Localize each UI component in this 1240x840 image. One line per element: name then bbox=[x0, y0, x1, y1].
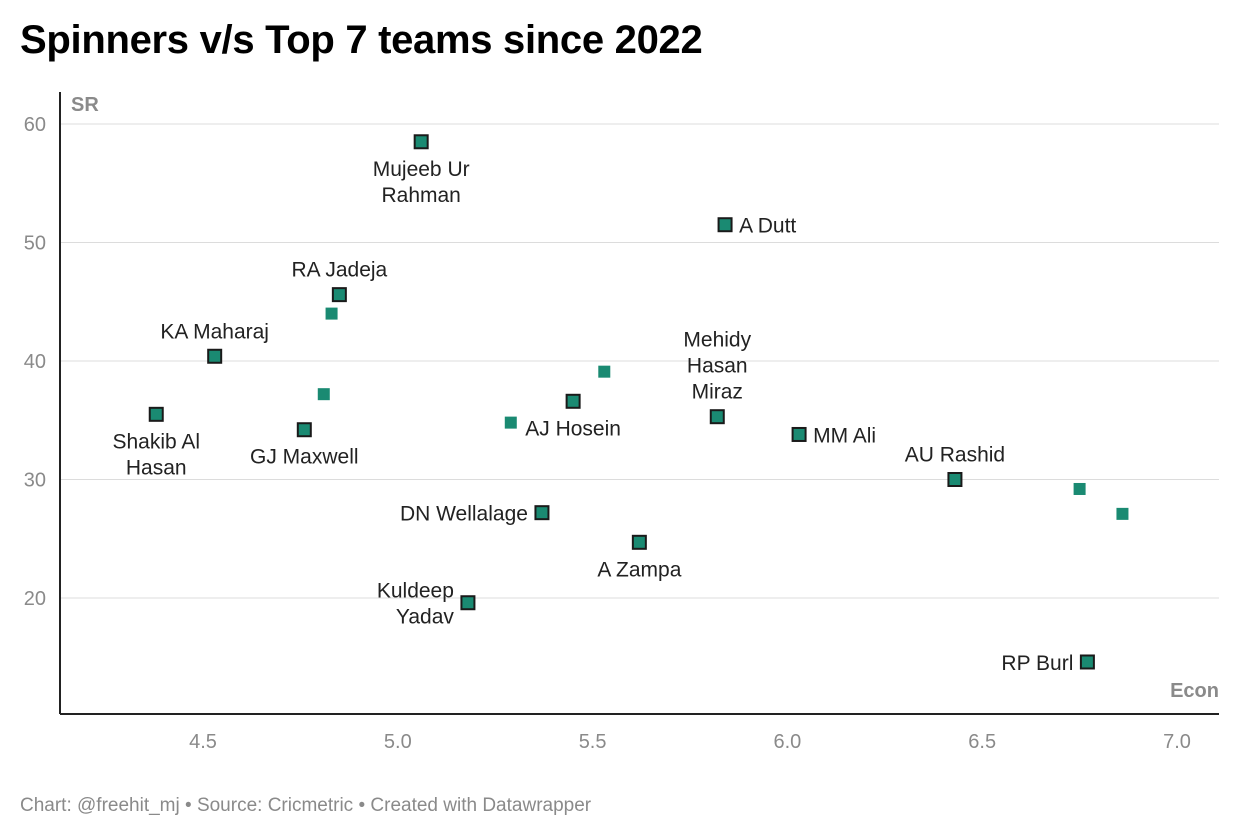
point-label: A Zampa bbox=[597, 558, 681, 581]
point-label: GJ Maxwell bbox=[250, 446, 359, 469]
y-axis-title: SR bbox=[71, 94, 99, 116]
point-label: KA Maharaj bbox=[160, 320, 269, 343]
data-point-labeled bbox=[947, 472, 963, 487]
chart-title: Spinners v/s Top 7 teams since 2022 bbox=[20, 18, 703, 62]
data-point-labeled bbox=[148, 406, 164, 422]
point-labels: Mujeeb Ur Rahman A Dutt RA Jadeja KA Maharaj… bbox=[112, 158, 1073, 675]
data-point bbox=[1073, 482, 1086, 495]
grid-layer bbox=[60, 123, 1219, 599]
data-point bbox=[504, 416, 517, 429]
point-label: Hasan bbox=[126, 456, 187, 479]
data-point-labeled bbox=[1079, 654, 1095, 670]
point-label: DN Wellalage bbox=[400, 503, 528, 526]
point-label: Hasan bbox=[687, 355, 748, 378]
x-tick-label: 7.0 bbox=[1163, 731, 1191, 753]
point-label: A Dutt bbox=[739, 215, 796, 238]
data-point bbox=[1116, 507, 1129, 520]
data-point-labeled bbox=[207, 348, 223, 364]
x-tick-label: 5.5 bbox=[579, 731, 607, 753]
data-point bbox=[325, 307, 338, 320]
point-label: RP Burl bbox=[1001, 652, 1073, 675]
point-label: Rahman bbox=[381, 184, 460, 207]
y-tick-label: 50 bbox=[24, 233, 46, 255]
y-tick-label: 60 bbox=[24, 114, 46, 136]
data-point-labeled bbox=[565, 393, 581, 409]
point-label: Mehidy bbox=[683, 329, 751, 352]
x-tick-label: 5.0 bbox=[384, 731, 412, 753]
data-point-labeled bbox=[413, 134, 429, 150]
point-label: Mujeeb Ur bbox=[373, 158, 470, 181]
y-tick-label: 30 bbox=[24, 470, 46, 492]
data-point-labeled bbox=[534, 505, 550, 521]
data-point-labeled bbox=[717, 217, 733, 233]
data-point-labeled bbox=[631, 534, 647, 550]
data-points bbox=[148, 134, 1129, 670]
x-axis-title: Econ bbox=[1170, 680, 1219, 702]
data-point bbox=[598, 365, 611, 378]
point-label: RA Jadeja bbox=[291, 259, 387, 282]
point-label: Yadav bbox=[396, 606, 454, 629]
point-label: AJ Hosein bbox=[525, 417, 621, 440]
x-tick-label: 4.5 bbox=[189, 731, 217, 753]
point-label: AU Rashid bbox=[905, 444, 1005, 467]
x-tick-label: 6.0 bbox=[773, 731, 801, 753]
x-tick-label: 6.5 bbox=[968, 731, 996, 753]
point-label: Shakib Al bbox=[112, 430, 200, 453]
data-point bbox=[317, 388, 330, 401]
point-label: Miraz bbox=[692, 381, 743, 404]
tick-labels: 20 30 40 50 60 4.5 5.0 5.5 6.0 6.5 7.0 bbox=[24, 114, 1191, 753]
y-tick-label: 40 bbox=[24, 351, 46, 373]
y-tick-label: 20 bbox=[24, 588, 46, 610]
data-point-labeled bbox=[709, 409, 725, 425]
chart-footer: Chart: @freehit_mj • Source: Cricmetric … bbox=[20, 795, 592, 816]
point-label: MM Ali bbox=[813, 424, 876, 447]
data-point-labeled bbox=[296, 422, 312, 438]
data-point-labeled bbox=[331, 287, 347, 303]
data-point-labeled bbox=[460, 595, 476, 611]
data-point-labeled bbox=[791, 426, 807, 442]
point-label: Kuldeep bbox=[377, 580, 454, 603]
